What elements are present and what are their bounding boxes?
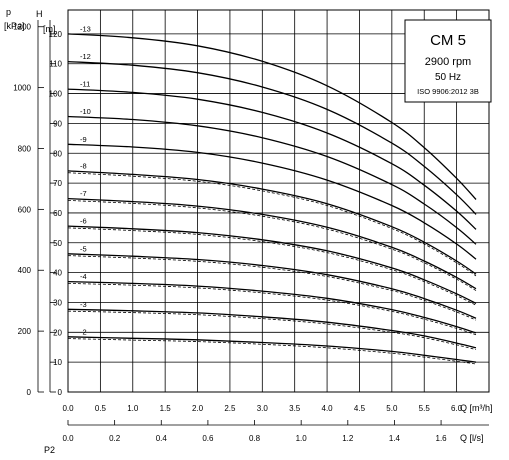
x2-tick-label: 0.8 xyxy=(249,434,261,443)
series-line-stage-3 xyxy=(67,308,477,349)
x2-tick-label: 0.0 xyxy=(62,434,74,443)
head-axis-letter: H xyxy=(36,9,43,19)
kpa-tick-label: 1000 xyxy=(13,84,31,93)
series-line-stage-13 xyxy=(67,33,477,200)
series-label: -3 xyxy=(80,300,87,309)
x2-tick-label: 1.0 xyxy=(296,434,308,443)
head-tick-label: 50 xyxy=(53,239,62,248)
head-tick-label: 70 xyxy=(53,179,62,188)
series-line-stage-10 xyxy=(67,115,477,245)
head-tick-label: 100 xyxy=(49,90,63,99)
x-tick-label: 2.5 xyxy=(224,404,236,413)
x-tick-label: 5.0 xyxy=(386,404,398,413)
kpa-tick-label: 600 xyxy=(18,205,32,214)
head-tick-label: 120 xyxy=(49,30,63,39)
x-tick-label: 1.5 xyxy=(160,404,172,413)
series-dashed-line xyxy=(67,338,477,365)
kpa-tick-label: 0 xyxy=(27,388,32,397)
x-axis-label: Q [m³/h] xyxy=(460,403,493,413)
series-line-stage-8 xyxy=(67,170,477,275)
x2-tick-label: 1.2 xyxy=(342,434,354,443)
plot-frame xyxy=(67,9,490,393)
head-tick-label: 10 xyxy=(53,358,62,367)
series-dashed-line xyxy=(67,172,477,277)
series-layer xyxy=(67,33,477,365)
head-tick-label: 40 xyxy=(53,269,62,278)
kpa-tick-label: 800 xyxy=(18,144,32,153)
head-tick-label: 20 xyxy=(53,328,62,337)
head-tick-label: 110 xyxy=(49,60,62,69)
series-label: -12 xyxy=(80,52,91,61)
head-tick-label: 80 xyxy=(53,149,62,158)
series-line-stage-12 xyxy=(67,60,477,215)
kpa-tick-label: 400 xyxy=(18,266,32,275)
series-line-stage-2 xyxy=(67,336,477,363)
series-label: -9 xyxy=(80,135,87,144)
head-tick-label: 30 xyxy=(53,298,62,307)
series-dashed-line xyxy=(67,310,477,350)
bottom-cut-label: P2 xyxy=(44,445,55,455)
x2-tick-label: 0.4 xyxy=(156,434,168,443)
series-label: -6 xyxy=(80,217,87,226)
series-dashed-line xyxy=(67,227,477,306)
kpa-tick-label: 200 xyxy=(18,327,32,336)
kpa-tick-label: 1200 xyxy=(13,23,31,32)
x-tick-label: 0.5 xyxy=(95,404,107,413)
head-tick-label: 0 xyxy=(58,388,63,397)
head-axis-unit: [m] xyxy=(43,24,56,34)
x-tick-label: 2.0 xyxy=(192,404,204,413)
x-tick-label: 4.5 xyxy=(354,404,366,413)
chart-title: CM 5 xyxy=(430,32,466,49)
info-box: CM 5 2900 rpm 50 Hz ISO 9906:2012 3B xyxy=(404,19,492,103)
head-tick-label: 60 xyxy=(53,209,62,218)
x2-tick-label: 1.6 xyxy=(436,434,448,443)
x-tick-label: 3.0 xyxy=(257,404,269,413)
x2-tick-label: 1.4 xyxy=(389,434,401,443)
x-tick-label: 3.5 xyxy=(289,404,301,413)
x2-axis-label: Q [l/s] xyxy=(460,433,484,443)
kpa-axis-unit: [kPa] xyxy=(4,21,25,31)
series-dashed-line xyxy=(67,283,477,336)
series-line-stage-11 xyxy=(67,88,477,230)
series-line-stage-4 xyxy=(67,280,477,334)
series-label: -2 xyxy=(80,327,87,336)
x-tick-label: 0.0 xyxy=(62,404,74,413)
series-line-stage-5 xyxy=(67,253,477,319)
x-tick-label: 6.0 xyxy=(451,404,463,413)
head-tick-label: 90 xyxy=(53,119,62,128)
info-standard: ISO 9906:2012 3B xyxy=(417,87,479,96)
series-dashed-line xyxy=(67,255,477,321)
labels-layer: 0102030405060708090100110120020040060080… xyxy=(13,23,463,443)
series-dashed-line xyxy=(67,200,477,291)
axes xyxy=(37,9,490,426)
series-label: -7 xyxy=(80,189,87,198)
kpa-axis-letter: p xyxy=(6,7,11,17)
series-label: -13 xyxy=(80,24,91,33)
series-label: -11 xyxy=(80,80,90,89)
x2-tick-label: 0.6 xyxy=(202,434,214,443)
series-label: -10 xyxy=(80,107,91,116)
x-tick-label: 1.0 xyxy=(127,404,139,413)
series-label: -8 xyxy=(80,161,87,170)
series-label: -4 xyxy=(80,272,87,281)
series-line-stage-7 xyxy=(67,197,477,290)
series-line-stage-6 xyxy=(67,225,477,304)
x2-tick-label: 0.2 xyxy=(109,434,121,443)
x-tick-label: 4.0 xyxy=(322,404,334,413)
info-speed: 2900 rpm xyxy=(425,56,471,68)
series-label: -5 xyxy=(80,244,87,253)
series-line-stage-9 xyxy=(67,143,477,260)
x-tick-label: 5.5 xyxy=(419,404,431,413)
info-frequency: 50 Hz xyxy=(435,72,461,83)
